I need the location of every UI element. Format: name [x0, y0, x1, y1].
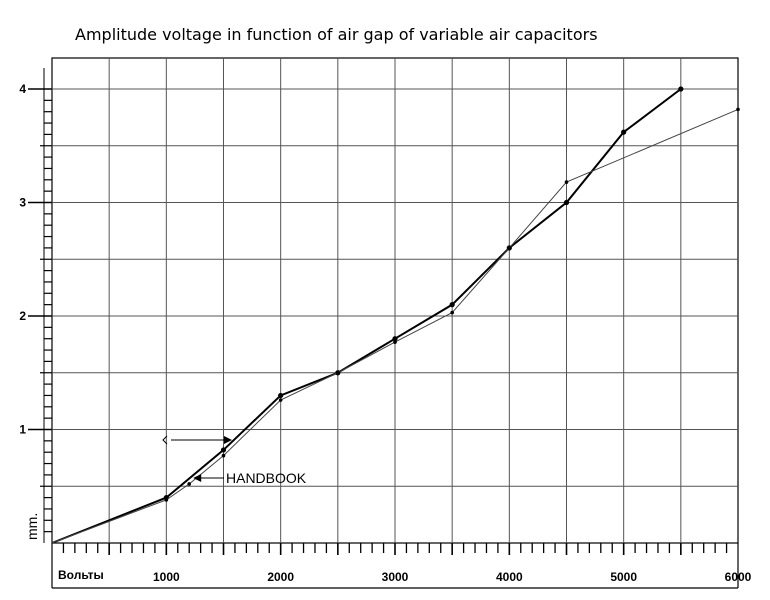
- point-handbook: [450, 310, 454, 315]
- y-axis-label: mm.: [24, 513, 40, 540]
- x-axis-label: Вольты: [58, 568, 104, 582]
- point-handbook: [221, 453, 226, 458]
- x-tick-label: 5000: [610, 570, 637, 584]
- point-handbook: [187, 482, 191, 486]
- x-tick-label: 4000: [496, 570, 523, 584]
- point-handbook: [393, 340, 397, 344]
- x-tick-label: 3000: [382, 570, 409, 584]
- y-tick-label: 4: [19, 82, 26, 96]
- point-handbook: [164, 498, 169, 502]
- x-tick-label: 1000: [153, 570, 180, 584]
- point-main: [392, 336, 398, 342]
- point-main: [678, 86, 684, 92]
- y-tick-label: 3: [19, 196, 26, 210]
- upper-arrow-head: [224, 436, 232, 444]
- point-main: [278, 392, 284, 399]
- handbook-annotation: HANDBOOK: [226, 470, 307, 486]
- point-main: [621, 129, 627, 135]
- point-handbook: [564, 180, 569, 184]
- point-handbook: [336, 370, 340, 375]
- point-main: [220, 447, 227, 453]
- point-handbook: [507, 246, 512, 250]
- x-tick-label: 2000: [267, 570, 294, 584]
- point-handbook: [736, 107, 740, 112]
- point-main: [563, 199, 570, 206]
- point-main: [449, 302, 455, 308]
- upper-arrow-tail: [162, 435, 168, 445]
- y-tick-label: 2: [19, 309, 26, 323]
- y-tick-label: 1: [19, 423, 26, 437]
- x-tick-label: 6000: [725, 570, 752, 584]
- chart-title: Amplitude voltage in function of air gap…: [75, 25, 598, 44]
- handbook-arrow-head: [193, 474, 202, 482]
- point-handbook: [278, 398, 283, 402]
